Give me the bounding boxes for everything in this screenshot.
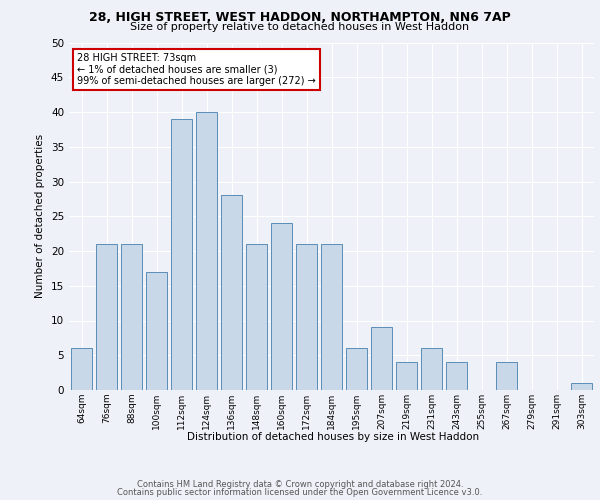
- Text: 28 HIGH STREET: 73sqm
← 1% of detached houses are smaller (3)
99% of semi-detach: 28 HIGH STREET: 73sqm ← 1% of detached h…: [77, 53, 316, 86]
- Text: Distribution of detached houses by size in West Haddon: Distribution of detached houses by size …: [187, 432, 479, 442]
- Text: Size of property relative to detached houses in West Haddon: Size of property relative to detached ho…: [130, 22, 470, 32]
- Bar: [71, 348, 92, 390]
- Bar: [96, 244, 117, 390]
- Bar: [246, 244, 267, 390]
- Bar: [196, 112, 217, 390]
- Text: Contains HM Land Registry data © Crown copyright and database right 2024.: Contains HM Land Registry data © Crown c…: [137, 480, 463, 489]
- Bar: [346, 348, 367, 390]
- Bar: [296, 244, 317, 390]
- Text: 28, HIGH STREET, WEST HADDON, NORTHAMPTON, NN6 7AP: 28, HIGH STREET, WEST HADDON, NORTHAMPTO…: [89, 11, 511, 24]
- Bar: [321, 244, 342, 390]
- Bar: [171, 119, 192, 390]
- Bar: [271, 223, 292, 390]
- Bar: [371, 328, 392, 390]
- Bar: [496, 362, 517, 390]
- Bar: [421, 348, 442, 390]
- Bar: [121, 244, 142, 390]
- Bar: [221, 196, 242, 390]
- Bar: [396, 362, 417, 390]
- Y-axis label: Number of detached properties: Number of detached properties: [35, 134, 46, 298]
- Bar: [146, 272, 167, 390]
- Bar: [571, 383, 592, 390]
- Text: Contains public sector information licensed under the Open Government Licence v3: Contains public sector information licen…: [118, 488, 482, 497]
- Bar: [446, 362, 467, 390]
